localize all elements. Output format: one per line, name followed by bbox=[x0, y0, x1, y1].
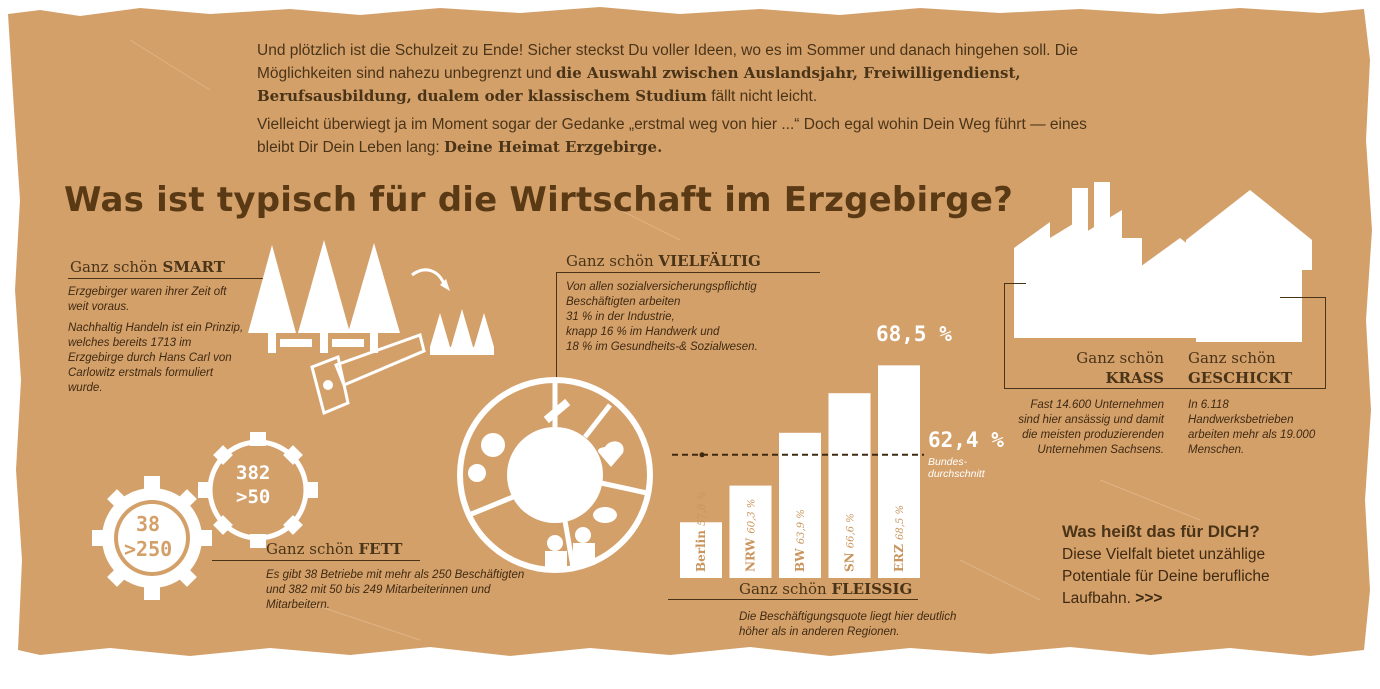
bar-berlin bbox=[680, 522, 722, 578]
krass-bracket-left bbox=[1004, 283, 1005, 389]
bar-nrw bbox=[729, 485, 772, 578]
bar-label-erz: ERZ 68,5 % bbox=[892, 505, 906, 572]
bar-erz bbox=[878, 365, 920, 578]
geschickt-title: Ganz schön GESCHICKT bbox=[1188, 349, 1293, 387]
fett-text: Es gibt 38 Betriebe mit mehr als 250 Bes… bbox=[266, 569, 525, 611]
intro-paragraph-2: Vielleicht überwiegt ja im Moment sogar … bbox=[257, 116, 1087, 156]
smart-title: Ganz schön SMART bbox=[70, 258, 225, 276]
smart-text: Erzgebirger waren ihrer Zeit oft weit vo… bbox=[68, 286, 244, 394]
krass-title: Ganz schön KRASS bbox=[1076, 349, 1164, 387]
gear-small-threshold: >50 bbox=[236, 486, 271, 508]
vielfaeltig-text: Von allen sozialversicherungspflichtig B… bbox=[566, 281, 758, 353]
geschickt-bracket-top bbox=[1280, 297, 1326, 298]
main-heading: Was ist typisch für die Wirtschaft im Er… bbox=[64, 180, 1014, 220]
intro-text: Und plötzlich ist die Schulzeit zu Ende!… bbox=[257, 40, 1087, 165]
gear-large-threshold: >250 bbox=[124, 537, 173, 561]
bar-label-berlin: Berlin 57,8 % bbox=[694, 491, 708, 572]
cta-heading: Was heißt das für DICH? bbox=[1062, 522, 1260, 541]
factory-houses-icon bbox=[1014, 182, 1312, 342]
vielfaeltig-title: Ganz schön VIELFÄLTIG bbox=[566, 252, 761, 270]
gear-small-value: 382 bbox=[236, 462, 271, 484]
cta-more-link[interactable]: >>> bbox=[1135, 590, 1163, 607]
bar-bw bbox=[779, 432, 821, 578]
intro-paragraph-1: Und plötzlich ist die Schulzeit zu Ende!… bbox=[257, 42, 1079, 105]
fleissig-underline bbox=[668, 599, 918, 600]
intro-highlight-1: die Auswahl zwischen Auslandsjahr, Freiw… bbox=[257, 64, 1021, 105]
bar-sn bbox=[828, 393, 871, 578]
krass-text: Fast 14.600 Unternehmen sind hier ansäss… bbox=[1018, 399, 1164, 456]
trees-saw-icon bbox=[248, 240, 494, 415]
smart-underline bbox=[68, 278, 276, 279]
fleissig-title: Ganz schön FLEISSIG bbox=[739, 580, 913, 598]
average-reference-marker bbox=[699, 452, 705, 458]
chart-top-label: 68,5 % bbox=[876, 322, 952, 346]
gear-large-value: 38 bbox=[136, 512, 161, 536]
geschickt-text: In 6.118 Handwerksbetrieben arbeiten meh… bbox=[1188, 399, 1316, 456]
krass-geschickt-underline bbox=[1004, 388, 1326, 389]
fett-title: Ganz schön FETT bbox=[266, 540, 403, 558]
fett-underline bbox=[212, 560, 420, 561]
chart-average-label: 62,4 % bbox=[928, 428, 1004, 452]
employment-bar-chart: Berlin 57,8 % NRW 60,3 % BW 63,9 % SN 66,6 … bbox=[672, 365, 924, 578]
bar-label-sn: SN 66,6 % bbox=[843, 513, 857, 572]
fleissig-text: Die Beschäftigungsquote liegt hier deutl… bbox=[739, 611, 957, 638]
vielfaeltig-connector bbox=[556, 272, 557, 392]
chart-average-caption: Bundes- durchschnitt bbox=[928, 456, 985, 480]
gears-icon bbox=[92, 432, 318, 600]
bar-label-bw: BW 63,9 % bbox=[793, 509, 807, 572]
vielfaeltig-underline bbox=[556, 272, 820, 273]
intro-highlight-2: Deine Heimat Erzgebirge. bbox=[443, 138, 663, 156]
cta-text: Diese Vielfalt bietet unzählige Potentia… bbox=[1062, 546, 1270, 607]
sector-wheel-icon bbox=[457, 377, 653, 573]
geschickt-bracket-right bbox=[1325, 297, 1326, 389]
bar-label-nrw: NRW 60,3 % bbox=[744, 499, 758, 572]
krass-bracket-top bbox=[1004, 283, 1026, 284]
